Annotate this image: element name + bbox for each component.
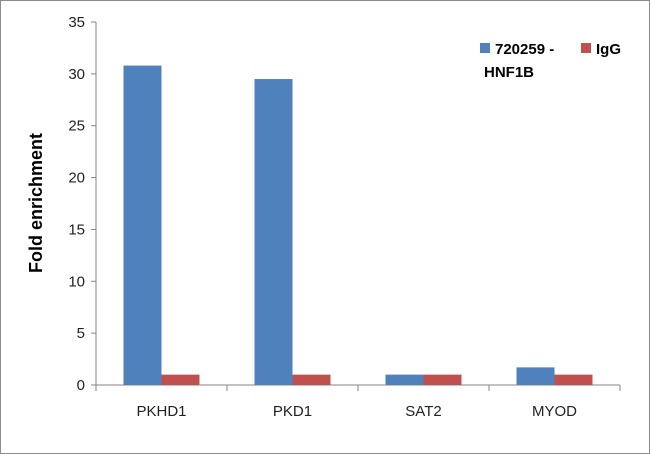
- x-tick-label: PKD1: [273, 403, 312, 420]
- bar-series-1-pkd1: [254, 79, 293, 386]
- y-tick-label: 20: [68, 170, 85, 187]
- bar-series-1-pkhd1: [123, 65, 162, 385]
- x-tick-label: MYOD: [532, 403, 577, 420]
- bar-series-2-pkhd1: [161, 374, 200, 385]
- y-tick-label: 30: [68, 66, 85, 83]
- legend-label-series-1-line-1: 720259 -: [495, 41, 554, 58]
- y-ticks: 0 5 10 15 20 25 30 35: [68, 14, 96, 394]
- bar-series-2-pkd1: [292, 374, 331, 385]
- legend: 720259 - HNF1B IgG: [480, 41, 621, 81]
- y-tick-label: 25: [68, 118, 85, 135]
- x-ticks: PKHD1 PKD1 SAT2 MYOD: [95, 385, 621, 420]
- legend-label-series-1-line-2: HNF1B: [484, 64, 534, 81]
- x-tick-label: SAT2: [405, 403, 441, 420]
- y-tick-label: 15: [68, 221, 85, 238]
- y-tick-label: 10: [68, 273, 85, 290]
- legend-swatch-series-1: [480, 43, 490, 53]
- bar-series-2-myod: [554, 374, 593, 385]
- bars: [123, 65, 593, 386]
- y-tick-label: 35: [68, 14, 85, 31]
- x-tick-label: PKHD1: [136, 403, 186, 420]
- bar-series-1-myod: [516, 367, 555, 385]
- y-tick-label: 0: [77, 377, 85, 394]
- bar-series-1-sat2: [385, 374, 424, 385]
- y-axis-label: Fold enrichment: [26, 133, 46, 273]
- bar-series-2-sat2: [423, 374, 462, 385]
- legend-swatch-series-2: [581, 43, 591, 53]
- legend-label-series-2: IgG: [596, 41, 621, 58]
- y-tick-label: 5: [77, 325, 85, 342]
